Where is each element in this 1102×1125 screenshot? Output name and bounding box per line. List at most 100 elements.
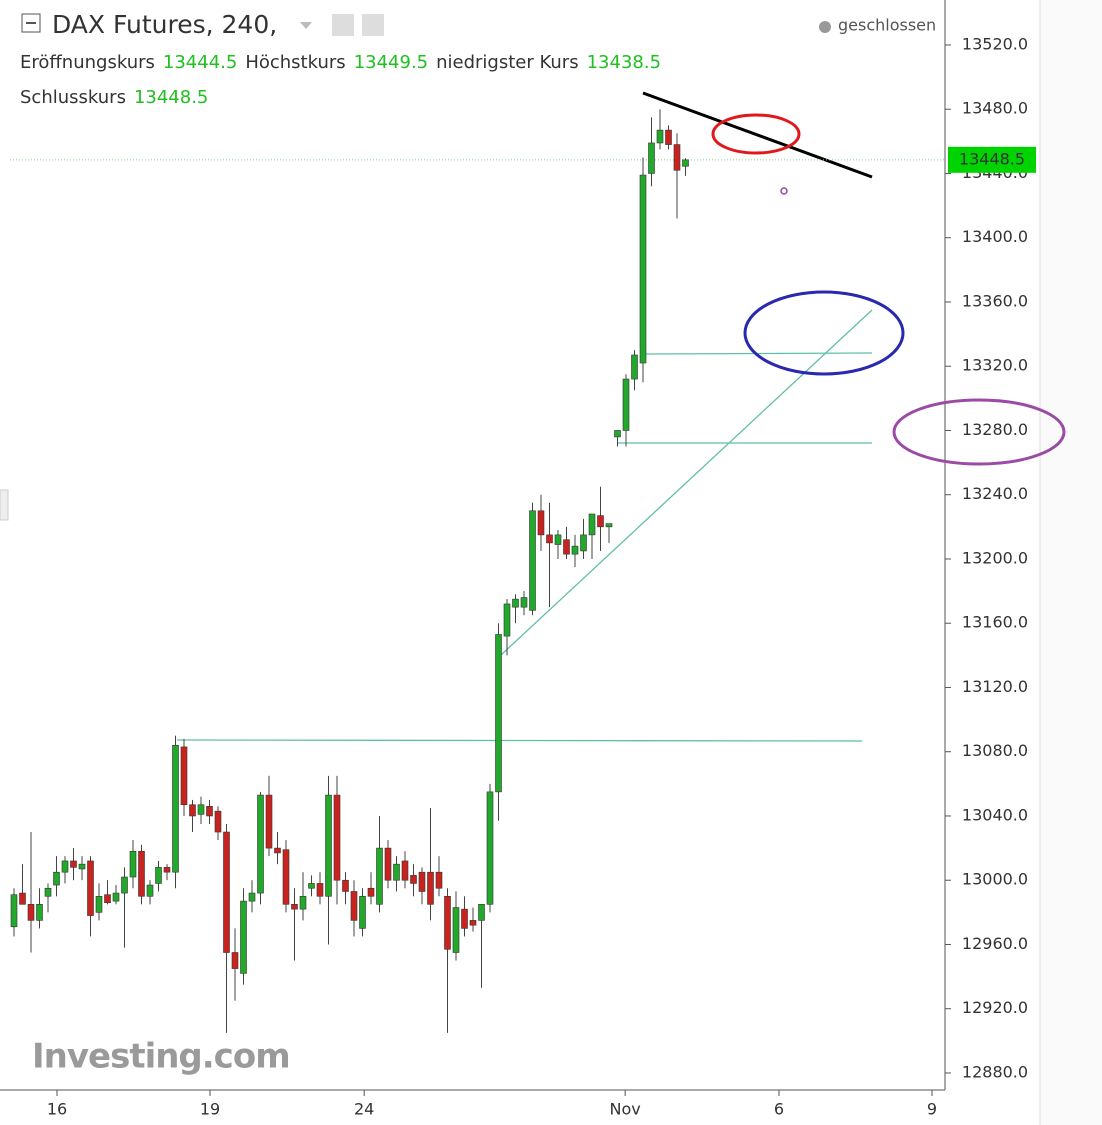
candle-body	[503, 603, 511, 637]
y-tick-label: 13080.0	[962, 741, 1028, 760]
candle-body	[469, 920, 477, 926]
candle-body	[529, 510, 536, 611]
candle-body	[325, 794, 332, 897]
candle-body	[631, 354, 638, 380]
candle-body	[486, 791, 494, 905]
candle-body	[265, 794, 273, 849]
candle-body	[418, 871, 426, 892]
candle-body	[61, 860, 69, 873]
x-tick-label: Nov	[610, 1100, 641, 1119]
candle-body	[478, 904, 485, 921]
candle-body	[393, 863, 400, 881]
candle-body	[291, 904, 298, 910]
candle-body	[359, 895, 366, 929]
x-tick-label: 6	[774, 1100, 784, 1119]
candle-body	[146, 884, 154, 897]
candle-body	[571, 545, 579, 555]
drawn-ellipse	[892, 398, 1066, 466]
y-tick-label: 13320.0	[962, 356, 1028, 375]
candle-body	[172, 744, 179, 873]
candle-body	[546, 534, 553, 544]
candle-body	[112, 892, 120, 902]
candle-body	[95, 895, 103, 913]
candle-body	[257, 794, 264, 894]
candle-body	[180, 746, 188, 806]
y-tick-label: 13400.0	[962, 227, 1028, 246]
candle-body	[605, 523, 613, 528]
ohlc-label: niedrigster Kurs	[436, 52, 578, 73]
candle-body	[206, 806, 213, 817]
y-tick-label: 13120.0	[962, 677, 1028, 696]
candle-body	[520, 597, 528, 608]
candle-body	[461, 908, 468, 929]
candle-body	[648, 142, 655, 174]
candle-body	[622, 378, 630, 431]
candle-body	[639, 174, 647, 364]
candle-body	[563, 539, 570, 555]
candle-body	[554, 534, 562, 545]
x-tick-label: 19	[200, 1100, 220, 1119]
ohlc-value: 13449.5	[354, 52, 428, 73]
y-tick-label: 13360.0	[962, 291, 1028, 310]
y-tick-label: 13240.0	[962, 484, 1028, 503]
collapse-icon[interactable]	[21, 13, 41, 33]
candle-body	[223, 831, 230, 953]
candle-body	[129, 851, 137, 878]
y-tick-label: 12960.0	[962, 934, 1028, 953]
candle-body	[580, 534, 587, 552]
y-tick-label: 13520.0	[962, 34, 1028, 53]
candle-body	[189, 804, 196, 817]
last-price-box	[948, 146, 1036, 173]
chart-title: DAX Futures, 240,	[52, 10, 277, 39]
candle-body	[308, 883, 315, 889]
candle-body	[10, 894, 18, 928]
candle-body	[665, 129, 672, 145]
y-tick-label: 13160.0	[962, 613, 1028, 632]
candle-body	[597, 515, 604, 528]
ohlc-header: Schlusskurs 13448.5	[20, 87, 208, 108]
candle-body	[231, 952, 239, 969]
x-tick-label: 16	[47, 1100, 67, 1119]
eye-icon[interactable]	[332, 14, 354, 36]
drawn-level	[643, 352, 873, 355]
candle-body	[87, 860, 94, 916]
dropdown-icon[interactable]	[300, 22, 312, 29]
ohlc-label: Eröffnungskurs	[20, 52, 155, 73]
candle-body	[316, 883, 324, 897]
status: geschlossen	[838, 16, 936, 35]
candle-body	[682, 159, 689, 167]
ohlc-header: Eröffnungskurs 13444.5 Höchstkurs 13449.5 ni…	[20, 52, 661, 73]
side-tab[interactable]	[0, 489, 9, 521]
candle-body	[282, 849, 290, 905]
y-tick-label: 13280.0	[962, 420, 1028, 439]
candle-body	[36, 904, 43, 921]
candle-body	[673, 144, 681, 171]
y-tick-label: 13040.0	[962, 805, 1028, 824]
y-tick-label: 13200.0	[962, 548, 1028, 567]
candle-body	[104, 894, 111, 904]
settings-icon[interactable]	[362, 14, 384, 36]
candle-body	[537, 510, 545, 536]
candle-body	[444, 895, 451, 950]
ohlc-value: 13438.5	[587, 52, 661, 73]
candle-body	[27, 904, 35, 921]
drawn-marker	[780, 187, 788, 195]
candle-body	[78, 863, 86, 870]
candle-body	[163, 867, 171, 873]
candle-body	[427, 871, 434, 905]
candle-body	[410, 875, 417, 884]
candle-body	[214, 810, 222, 833]
candle-body	[588, 513, 596, 536]
side-panel	[1040, 0, 1102, 1125]
candle-body	[197, 804, 205, 815]
candle-body	[240, 900, 247, 974]
candle-body	[384, 847, 392, 881]
watermark: Investing.com	[32, 1037, 290, 1077]
candle-body	[452, 907, 460, 953]
ohlc-label: Höchstkurs	[245, 52, 345, 73]
candle-body	[19, 892, 26, 905]
candle-body	[350, 891, 358, 921]
candle-body	[248, 892, 256, 902]
y-tick-label: 12920.0	[962, 998, 1028, 1017]
